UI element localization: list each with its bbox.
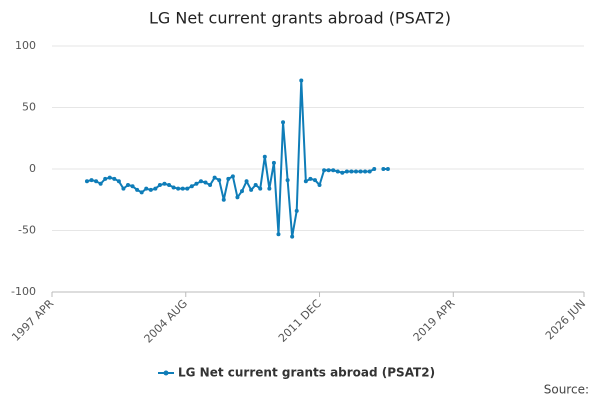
point [135,187,140,192]
point [139,190,144,195]
point [148,187,153,192]
point [308,176,313,181]
point [349,169,354,174]
source: Source: [544,383,589,397]
point [363,169,368,174]
point [253,182,258,187]
point [203,180,208,185]
point [194,181,199,186]
point [208,182,213,187]
point [153,186,158,191]
point [157,182,162,187]
point [189,184,194,189]
x-tick-label: 2026 JUN [543,297,588,342]
y-tick-label: 100 [15,39,36,52]
chart-title: LG Net current grants abroad (PSAT2) [149,9,451,28]
point [240,189,244,194]
y-tick-label: 0 [29,162,36,175]
point [322,168,327,173]
point [299,78,304,83]
x-tick-label: 2004 AUG [141,297,190,346]
point [212,175,217,180]
point [367,169,372,174]
point [162,181,167,186]
point [285,178,290,183]
point [262,154,267,159]
x-tick-label: 2011 DEC [276,297,324,345]
y-tick-label: -100 [11,285,36,298]
point [112,176,117,181]
point [116,179,121,184]
point [217,178,222,183]
point [130,184,135,189]
point [381,167,386,171]
point [303,179,308,184]
point [326,168,331,173]
point [290,234,295,239]
legend-label: LG Net current grants abroad (PSAT2) [178,366,435,380]
point [176,186,181,191]
point [354,169,358,174]
legend-marker [163,370,169,376]
point [267,186,272,191]
point [171,185,176,190]
point [249,187,254,192]
point [312,178,317,183]
point [335,169,340,174]
point [185,186,190,191]
point [276,232,281,237]
point [235,195,240,200]
point [198,179,203,184]
point [98,181,103,186]
point [144,186,149,191]
point [294,208,299,213]
point [385,167,390,171]
point [271,160,276,165]
point [84,179,89,184]
point [358,169,363,174]
point [89,178,94,183]
point [94,179,99,184]
y-tick-label: 50 [22,101,36,114]
series-line [86,80,375,237]
x-tick-label: 1997 APR [9,297,56,344]
point [121,186,126,191]
y-tick-label: -50 [18,224,36,237]
point [230,174,235,179]
point [180,186,185,191]
point [331,168,336,173]
point [107,175,112,180]
point [226,176,231,181]
point [167,182,172,187]
point [221,197,226,202]
point [244,179,249,184]
point [372,167,377,171]
point [258,186,263,191]
x-tick-label: 2019 APR [411,297,458,344]
point [340,170,345,175]
point [281,120,286,125]
point [126,182,130,187]
point [344,169,349,174]
point [317,182,322,187]
point [103,176,108,181]
